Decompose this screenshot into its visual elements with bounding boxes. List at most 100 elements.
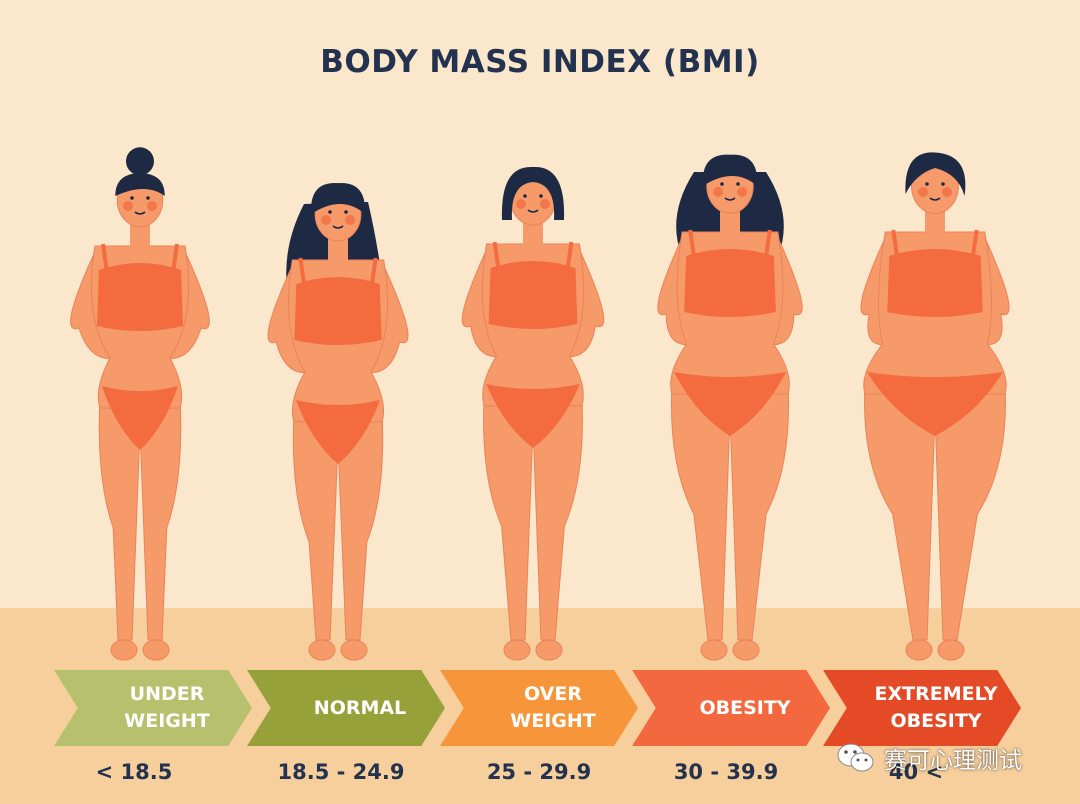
strap-left bbox=[891, 229, 900, 259]
eye-right bbox=[736, 182, 740, 186]
eye-right bbox=[146, 196, 150, 200]
right-foot bbox=[535, 639, 563, 661]
underweight-figure bbox=[70, 147, 210, 661]
bikini-top bbox=[488, 261, 578, 329]
category-label-line1: NORMAL bbox=[313, 696, 407, 719]
left-foot bbox=[700, 639, 728, 661]
watermark-text: 赛可心理测试 bbox=[884, 748, 1022, 774]
bikini-bottom bbox=[102, 386, 178, 450]
bikini-top bbox=[294, 277, 382, 345]
category-underweight: UNDER WEIGHT bbox=[54, 670, 252, 746]
left-foot bbox=[503, 639, 531, 661]
body-figures-illustration bbox=[70, 147, 1010, 661]
category-normal: NORMAL bbox=[247, 670, 445, 746]
right-foot bbox=[340, 639, 368, 661]
blush-left bbox=[516, 199, 526, 209]
strap-left bbox=[492, 241, 501, 271]
blush-right bbox=[942, 187, 952, 197]
range-underweight: < 18.5 bbox=[95, 760, 173, 784]
hair-front bbox=[501, 166, 565, 220]
blush-left bbox=[321, 215, 331, 225]
bikini-bottom bbox=[867, 372, 1003, 436]
normal-figure bbox=[267, 183, 409, 661]
hair-front bbox=[702, 154, 758, 186]
eye-left bbox=[720, 182, 724, 186]
right-leg bbox=[337, 411, 384, 641]
eye-right bbox=[539, 194, 543, 198]
range-extremely-obese: 40 < bbox=[888, 760, 944, 784]
strap-left bbox=[100, 243, 109, 273]
right-foot bbox=[142, 639, 170, 661]
category-label-line2: OBESITY bbox=[890, 710, 982, 732]
left-foot bbox=[110, 639, 138, 661]
eye-left bbox=[523, 194, 527, 198]
blush-left bbox=[123, 201, 133, 211]
left-leg bbox=[98, 397, 141, 641]
strap-right bbox=[763, 229, 772, 259]
bikini-bottom bbox=[674, 372, 786, 436]
strap-right bbox=[970, 229, 979, 259]
strap-left bbox=[298, 257, 307, 287]
smile bbox=[332, 225, 344, 229]
hair-bun bbox=[126, 147, 154, 176]
bikini-top bbox=[96, 263, 184, 331]
range-overweight: 25 - 29.9 bbox=[486, 760, 592, 784]
left-foot bbox=[308, 639, 336, 661]
left-leg bbox=[483, 395, 534, 641]
blush-right bbox=[345, 215, 355, 225]
eye-left bbox=[328, 210, 332, 214]
eye-left bbox=[925, 182, 929, 186]
right-leg bbox=[532, 395, 583, 641]
bmi-category-strip: UNDER WEIGHT NORMAL OVER WEIGHT OBESITY EX… bbox=[0, 670, 1080, 748]
strap-left bbox=[688, 229, 697, 259]
strap-right bbox=[565, 241, 574, 271]
extremely-obese-figure bbox=[860, 152, 1010, 661]
category-label-line1: OVER bbox=[524, 683, 582, 705]
eye-left bbox=[130, 196, 134, 200]
hair-front bbox=[905, 152, 966, 196]
bikini-top bbox=[684, 249, 776, 317]
category-label-line1: EXTREMELY bbox=[874, 683, 998, 705]
smile bbox=[724, 197, 736, 201]
right-foot bbox=[937, 639, 965, 661]
category-label-line1: OBESITY bbox=[699, 696, 791, 719]
left-foot bbox=[905, 639, 933, 661]
blush-left bbox=[713, 187, 723, 197]
category-obesity: OBESITY bbox=[632, 670, 830, 746]
category-label-line1: UNDER bbox=[129, 683, 205, 705]
bikini-bottom bbox=[486, 384, 580, 448]
overweight-figure bbox=[461, 166, 605, 661]
strap-right bbox=[171, 243, 180, 273]
blush-right bbox=[147, 201, 157, 211]
bikini-bottom bbox=[296, 400, 380, 464]
page-title: BODY MASS INDEX (BMI) bbox=[320, 44, 760, 80]
watermark: 赛可心理测试 bbox=[836, 738, 1022, 778]
eye-right bbox=[344, 210, 348, 214]
left-leg bbox=[864, 383, 936, 641]
hair-front bbox=[311, 183, 365, 214]
left-leg bbox=[292, 411, 339, 641]
category-overweight: OVER WEIGHT bbox=[440, 670, 638, 746]
blush-right bbox=[540, 199, 550, 209]
right-leg bbox=[139, 397, 182, 641]
category-label-line2: WEIGHT bbox=[510, 710, 596, 732]
hair-front bbox=[115, 173, 165, 196]
eye-right bbox=[941, 182, 945, 186]
bikini-top bbox=[887, 249, 983, 317]
smile bbox=[929, 197, 941, 201]
left-leg bbox=[670, 383, 731, 641]
wechat-icon bbox=[837, 743, 874, 772]
smile bbox=[527, 209, 539, 213]
category-label-line2: WEIGHT bbox=[124, 710, 210, 732]
smile bbox=[134, 211, 146, 215]
range-normal: 18.5 - 24.9 bbox=[277, 760, 405, 784]
range-obesity: 30 - 39.9 bbox=[673, 760, 779, 784]
strap-right bbox=[369, 257, 378, 287]
right-leg bbox=[934, 383, 1006, 641]
obesity-figure bbox=[657, 154, 803, 661]
category-extremely-obese: EXTREMELY OBESITY bbox=[823, 670, 1021, 746]
blush-left bbox=[918, 187, 928, 197]
right-leg bbox=[729, 383, 790, 641]
blush-right bbox=[737, 187, 747, 197]
right-foot bbox=[732, 639, 760, 661]
